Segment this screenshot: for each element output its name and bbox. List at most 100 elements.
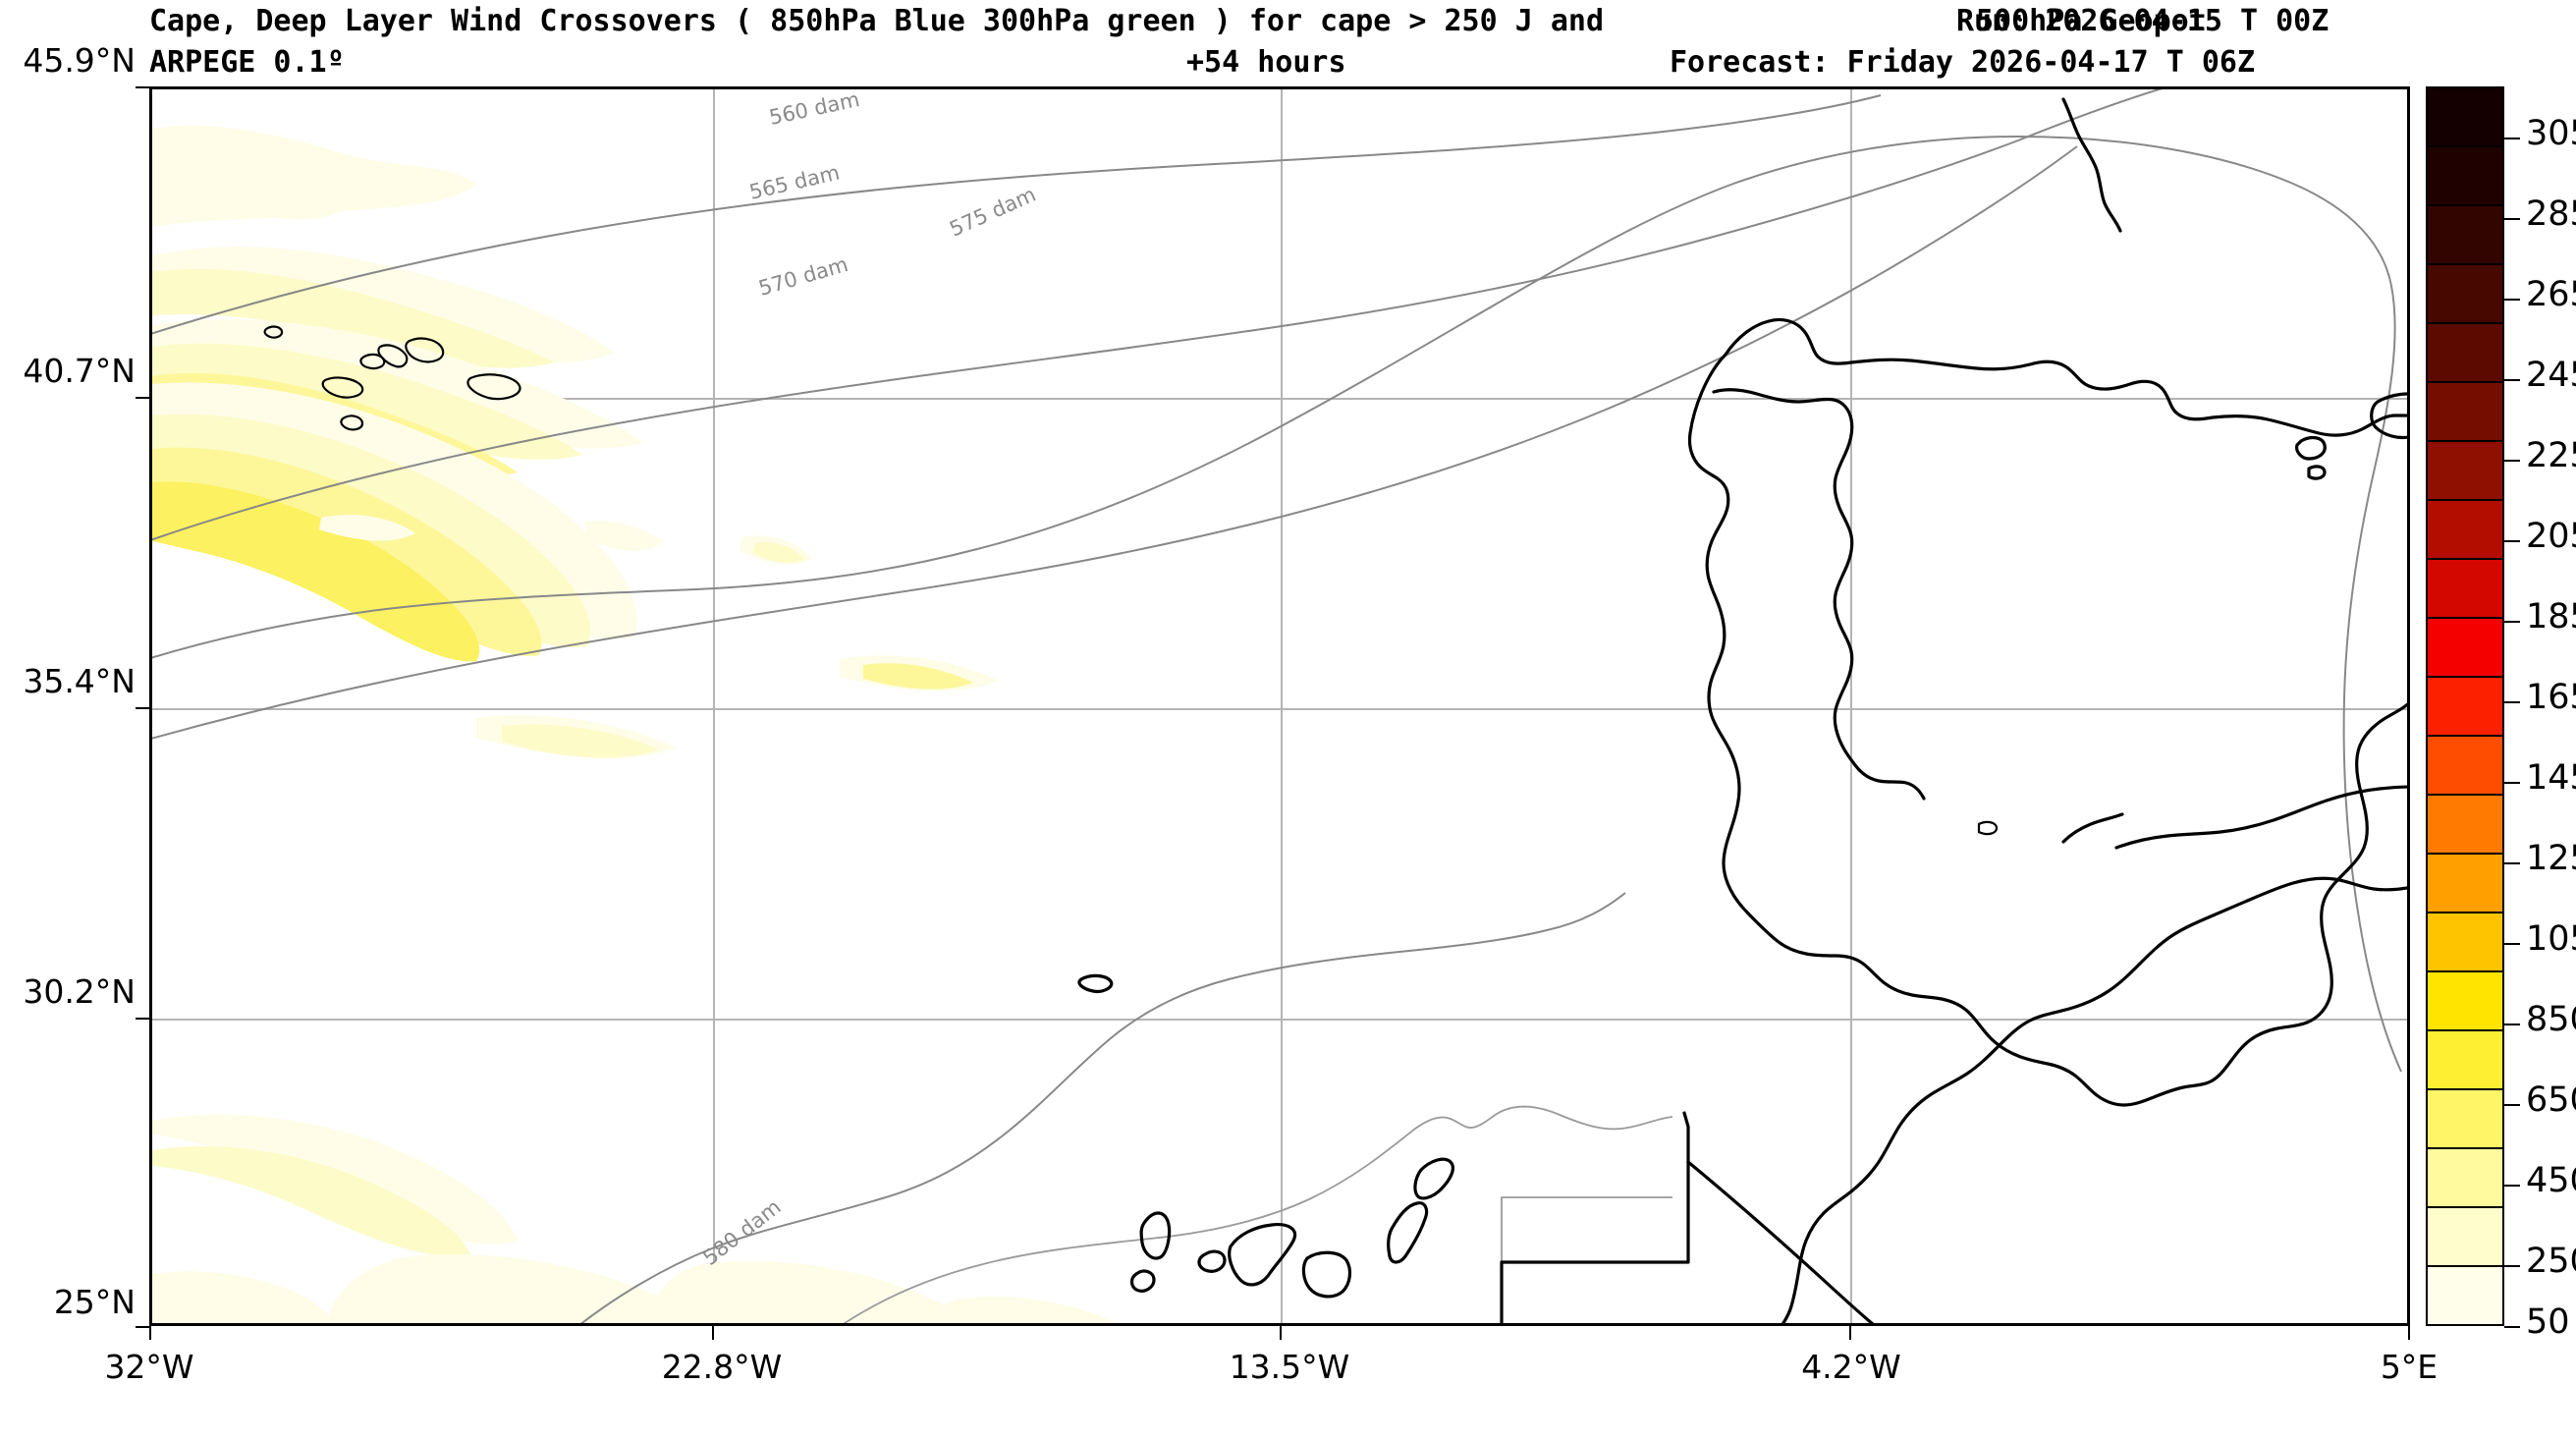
colorbar-separator-9: [2426, 676, 2504, 678]
map-graphics: 560 dam 565 dam 570 dam 575 dam 580 dam: [152, 89, 2407, 1323]
coastline-morocco-med: [2061, 812, 2124, 844]
colorbar-separator-17: [2426, 1147, 2504, 1149]
colorbar-label-9: 1250: [2526, 839, 2576, 878]
colorbar[interactable]: [2426, 86, 2504, 1326]
colorbar-separator-14: [2426, 970, 2504, 972]
title-forecast-valid: Forecast: Friday 2026-04-17 T 06Z: [1670, 45, 2256, 80]
y-tick-label-3: 30.2°N: [23, 972, 136, 1011]
colorbar-separator-18: [2426, 1206, 2504, 1208]
island-el-hierro: [1129, 1269, 1156, 1293]
colorbar-band-19: [2428, 1206, 2502, 1266]
colorbar-separator-15: [2426, 1029, 2504, 1031]
colorbar-separator-16: [2426, 1088, 2504, 1090]
title-model: ARPEGE 0.1º: [149, 45, 345, 80]
colorbar-separator-8: [2426, 617, 2504, 619]
colorbar-separator-13: [2426, 912, 2504, 913]
island-fuerteventura: [1387, 1201, 1429, 1264]
colorbar-band-14: [2428, 912, 2502, 971]
colorbar-band-20: [2428, 1265, 2502, 1324]
colorbar-separator-0: [2426, 145, 2504, 147]
island-la-gomera: [1197, 1249, 1227, 1273]
title-field-name: 500hPa Geopot: [1976, 4, 2207, 38]
colorbar-band-8: [2428, 559, 2502, 619]
colorbar-label-7: 1650: [2526, 678, 2576, 717]
island-ibiza: [2295, 435, 2327, 461]
coastline-biscay-tail: [2061, 97, 2122, 233]
colorbar-tickmark-2850: [2504, 218, 2520, 220]
island-la-palma: [1139, 1211, 1172, 1260]
x-tickmark-4: [2408, 1326, 2410, 1340]
colorbar-label-13: 450: [2526, 1161, 2576, 1200]
colorbar-band-11: [2428, 735, 2502, 795]
island-mallorca: [2370, 392, 2407, 440]
colorbar-label-6: 1850: [2526, 597, 2576, 636]
border-western-sahara: [1500, 1111, 1690, 1323]
island-porto-santo: [340, 415, 364, 431]
colorbar-band-15: [2428, 970, 2502, 1030]
colorbar-tickmark-2450: [2504, 379, 2520, 381]
colorbar-band-5: [2428, 382, 2502, 442]
colorbar-separator-6: [2426, 499, 2504, 501]
colorbar-label-11: 850: [2526, 1000, 2576, 1039]
x-tickmark-2: [1280, 1326, 1282, 1340]
colorbar-label-14: 250: [2526, 1242, 2576, 1281]
colorbar-band-17: [2428, 1088, 2502, 1148]
y-tick-label-0: 45.9°N: [23, 41, 136, 80]
island-azores-d: [405, 337, 445, 363]
colorbar-separator-3: [2426, 322, 2504, 324]
y-tickmark-1: [136, 397, 149, 399]
colorbar-tickmark-1050: [2504, 943, 2520, 945]
colorbar-separator-11: [2426, 794, 2504, 796]
colorbar-label-3: 2450: [2526, 356, 2576, 395]
colorbar-band-12: [2428, 794, 2502, 854]
colorbar-band-18: [2428, 1147, 2502, 1207]
gridline-vertical-2: [1281, 89, 1283, 1323]
colorbar-band-10: [2428, 677, 2502, 736]
island-azores-b: [359, 353, 386, 370]
island-gran-canaria: [1301, 1250, 1352, 1299]
colorbar-label-10: 1050: [2526, 919, 2576, 959]
contour-label-560dam: 560 dam: [767, 89, 861, 130]
colorbar-band-13: [2428, 853, 2502, 913]
colorbar-tickmark-50: [2504, 1326, 2520, 1328]
y-tickmark-2: [136, 707, 149, 709]
x-tickmark-0: [149, 1326, 151, 1340]
gridline-vertical-1: [713, 89, 715, 1323]
colorbar-label-1: 2850: [2526, 194, 2576, 234]
x-tick-label-4: 5°E: [2380, 1348, 2439, 1386]
colorbar-separator-12: [2426, 853, 2504, 855]
contour-label-565dam: 565 dam: [747, 160, 842, 203]
colorbar-band-2: [2428, 205, 2502, 265]
colorbar-label-15: 50: [2526, 1302, 2570, 1342]
island-lanzarote: [1413, 1157, 1454, 1200]
colorbar-band-3: [2428, 264, 2502, 324]
colorbar-separator-4: [2426, 381, 2504, 383]
figure-header: Cape, Deep Layer Wind Crossovers ( 850hP…: [0, 0, 2576, 86]
island-formentera: [2307, 465, 2327, 480]
island-azores-c: [377, 344, 409, 368]
x-tickmark-3: [1849, 1326, 1851, 1340]
colorbar-separator-7: [2426, 558, 2504, 560]
x-tick-label-2: 13.5°W: [1229, 1348, 1350, 1386]
x-tick-label-3: 4.2°W: [1801, 1348, 1901, 1386]
border-portugal: [1712, 388, 1926, 801]
y-tickmark-3: [136, 1018, 149, 1020]
colorbar-tickmark-3050: [2504, 138, 2520, 139]
gridline-horizontal-1: [152, 398, 2407, 400]
colorbar-separator-10: [2426, 735, 2504, 737]
coastline-iberia: [1687, 317, 2407, 1107]
y-tick-label-1: 40.7°N: [23, 352, 136, 390]
contour-575dam: [152, 135, 2402, 1073]
x-tick-label-0: 32°W: [104, 1348, 194, 1386]
colorbar-tickmark-1850: [2504, 621, 2520, 623]
contour-label-580dam: 580 dam: [698, 1195, 785, 1270]
colorbar-band-0: [2428, 88, 2502, 147]
island-tenerife: [1228, 1223, 1297, 1287]
colorbar-label-0: 3050: [2526, 114, 2576, 153]
island-selvagens: [1077, 973, 1114, 993]
colorbar-tickmark-850: [2504, 1024, 2520, 1025]
colorbar-separator-5: [2426, 440, 2504, 442]
map-plot-area[interactable]: 560 dam 565 dam 570 dam 575 dam 580 dam: [149, 86, 2410, 1326]
y-tick-label-2: 35.4°N: [23, 662, 136, 700]
